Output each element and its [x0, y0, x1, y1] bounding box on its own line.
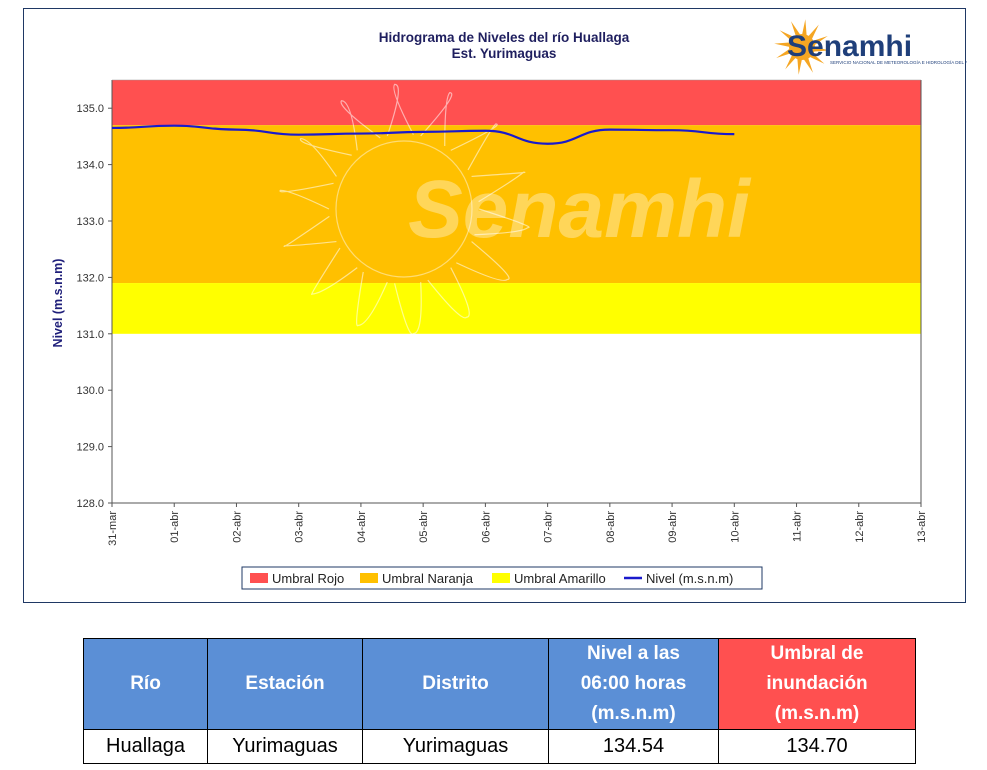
- watermark-text: Senamhi: [408, 164, 752, 255]
- logo-sun-ray: [779, 30, 795, 41]
- logo-sun-ray: [812, 36, 828, 46]
- x-tick-label: 08-abr: [605, 511, 617, 543]
- x-tick-label: 02-abr: [231, 511, 243, 543]
- logo-sun-ray: [813, 47, 830, 52]
- table-header-row: Río Estación Distrito Nivel a las 06:00 h…: [83, 638, 916, 730]
- series-line-nivel: [111, 124, 735, 145]
- threshold-bands: [112, 80, 921, 334]
- cell-rio: Huallaga: [83, 729, 208, 764]
- legend-swatch: [492, 573, 510, 583]
- band-umbral-rojo: [112, 80, 921, 126]
- logo-sun-ray: [808, 24, 819, 40]
- y-tick-label: 132.0: [76, 272, 104, 284]
- logo-sun-ray: [774, 42, 791, 47]
- watermark-ray: [450, 123, 498, 171]
- x-tick-label: 05-abr: [418, 511, 430, 543]
- table-row: Huallaga Yurimaguas Yurimaguas 134.54 13…: [83, 729, 916, 764]
- logo-sun-ray: [791, 21, 801, 37]
- cell-estacion: Yurimaguas: [207, 729, 363, 764]
- x-tick-label: 06-abr: [480, 511, 492, 543]
- watermark-ray: [471, 171, 526, 203]
- hydrograph-chart: Senamhi 128.0 129.0 130.0 131.0 132.0 133.0 13…: [51, 19, 967, 590]
- watermark-ray: [311, 247, 358, 295]
- y-tick-label: 130.0: [76, 385, 104, 397]
- chart-subtitle: Est. Yurimaguas: [452, 46, 557, 61]
- band-umbral-naranja: [112, 125, 921, 284]
- watermark-ray: [456, 241, 510, 281]
- x-tick-label: 03-abr: [294, 511, 306, 543]
- header-umbral: Umbral de inundación (m.s.n.m): [718, 638, 916, 730]
- watermark-sun: [335, 140, 473, 278]
- x-tick-label: 04-abr: [356, 511, 368, 543]
- watermark-ray: [356, 271, 388, 327]
- chart-axes: 128.0 129.0 130.0 131.0 132.0 133.0 134.0 135.0…: [76, 79, 928, 546]
- header-distrito: Distrito: [362, 638, 549, 730]
- legend-swatch: [360, 573, 378, 583]
- series-layer: [111, 124, 735, 145]
- x-tick-label: 11-abr: [792, 511, 804, 542]
- logo-sun-ray: [797, 58, 802, 75]
- logo-tagline: SERVICIO NACIONAL DE METEOROLOGÍA E HIDR…: [830, 59, 967, 65]
- x-tick-label: 13-abr: [916, 511, 928, 543]
- band-umbral-amarillo: [112, 283, 921, 334]
- watermark-ray: [279, 182, 334, 210]
- x-tick-label: 07-abr: [543, 511, 555, 543]
- logo-sun-icon: [789, 34, 815, 60]
- watermark-ray: [394, 282, 422, 335]
- header-nivel: Nivel a las 06:00 horas (m.s.n.m): [548, 638, 719, 730]
- logo-sun-ray: [785, 54, 796, 70]
- y-tick-label: 129.0: [76, 442, 104, 454]
- header-estacion: Estación: [207, 638, 363, 730]
- cell-umbral: 134.70: [718, 729, 916, 764]
- y-tick-label: 131.0: [76, 329, 104, 341]
- station-info-table: Río Estación Distrito Nivel a las 06:00 h…: [83, 638, 916, 764]
- watermark-ray: [427, 267, 470, 319]
- chart-title: Hidrograma de Niveles del río Huallaga: [379, 30, 630, 45]
- chart-legend: Umbral Rojo Umbral Naranja Umbral Amarillo…: [241, 566, 763, 590]
- senamhi-watermark: Senamhi: [279, 83, 752, 335]
- header-rio: Río: [83, 638, 208, 730]
- y-tick-label: 128.0: [76, 498, 104, 510]
- cell-nivel: 134.54: [548, 729, 719, 764]
- x-tick-label: 01-abr: [169, 511, 181, 543]
- x-tick-label: 12-abr: [854, 511, 866, 543]
- watermark-ray: [420, 92, 453, 147]
- legend-item-label: Umbral Naranja: [382, 571, 474, 586]
- logo-sun-ray: [803, 57, 813, 73]
- logo-text: Senamhi: [787, 30, 912, 63]
- logo-sun-ray: [802, 19, 807, 36]
- watermark-ray: [386, 83, 414, 137]
- logo-sun-ray: [776, 48, 792, 58]
- legend-item-label: Umbral Rojo: [272, 571, 344, 586]
- y-axis-label: Nivel (m.s.n.m): [51, 259, 65, 348]
- y-tick-label: 134.0: [76, 160, 104, 172]
- watermark-ray: [299, 137, 352, 177]
- watermark-ray: [283, 215, 337, 248]
- x-tick-label: 31-mar: [107, 511, 119, 546]
- x-tick-label: 09-abr: [667, 511, 679, 543]
- chart-frame: Senamhi 128.0 129.0 130.0 131.0 132.0 133.0 13…: [23, 8, 967, 603]
- y-tick-label: 135.0: [76, 103, 104, 115]
- watermark-ray: [340, 100, 381, 151]
- y-tick-label: 133.0: [76, 216, 104, 228]
- logo-sun-ray: [809, 53, 825, 64]
- cell-distrito: Yurimaguas: [362, 729, 549, 764]
- legend-item-label: Nivel (m.s.n.m): [646, 571, 733, 586]
- x-tick-label: 10-abr: [729, 511, 741, 543]
- legend-swatch: [250, 573, 268, 583]
- watermark-ray: [474, 208, 530, 236]
- legend-item-label: Umbral Amarillo: [514, 571, 606, 586]
